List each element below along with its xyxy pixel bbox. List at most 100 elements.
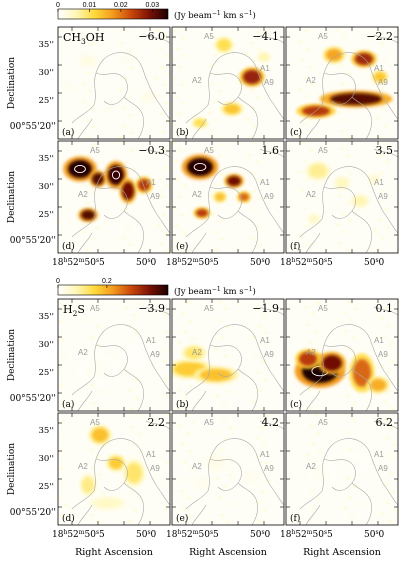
panel-3: A5 A2 A1 A9 0.1 (c)	[285, 298, 399, 412]
noise-speck	[216, 136, 222, 139]
noise-speck	[120, 106, 126, 110]
region-contour	[305, 390, 321, 411]
noise-speck	[163, 507, 169, 511]
noise-speck	[377, 135, 383, 139]
noise-speck	[381, 465, 387, 469]
chart-2: 0 0.2 (Jy beam−1 km s−1) A5 A2 A1 A9 −3.9 (a) H2S…	[7, 278, 399, 558]
region-contour	[237, 96, 258, 139]
emission-peak	[122, 182, 134, 200]
noise-speck	[256, 324, 262, 328]
y-tick-label: 00°55'20''	[10, 122, 56, 132]
source-label: A2	[78, 462, 88, 471]
noise-speck	[352, 484, 358, 488]
noise-speck	[177, 65, 183, 69]
noise-speck	[182, 460, 188, 464]
noise-speck	[174, 224, 180, 228]
source-label: A5	[318, 146, 328, 155]
noise-speck	[132, 508, 138, 512]
noise-speck	[85, 71, 91, 75]
emission-peak	[92, 428, 108, 442]
noise-speck	[301, 123, 307, 127]
source-label: A1	[146, 450, 156, 459]
velocity-label: −2.2	[366, 30, 393, 43]
panel-frame	[285, 412, 399, 526]
noise-speck	[160, 130, 166, 134]
noise-speck	[259, 407, 265, 411]
noise-speck	[209, 147, 215, 151]
noise-speck	[185, 431, 191, 435]
noise-speck	[91, 419, 97, 423]
x-tick-label: 50s0	[250, 257, 271, 268]
noise-speck	[95, 325, 101, 329]
noise-speck	[254, 160, 260, 164]
noise-speck	[307, 341, 313, 345]
region-contour	[259, 148, 284, 158]
source-label: A1	[374, 178, 384, 187]
y-tick-label: 30''	[39, 68, 55, 78]
noise-speck	[88, 42, 94, 46]
noise-speck	[215, 347, 221, 351]
panel-frame	[285, 298, 399, 412]
region-contour	[191, 118, 207, 139]
panel-letter: (c)	[290, 127, 302, 138]
region-contour	[71, 324, 170, 396]
noise-speck	[303, 29, 309, 33]
velocity-label: 6.2	[376, 416, 394, 429]
noise-speck	[256, 454, 262, 458]
noise-speck	[385, 501, 391, 505]
noise-speck	[209, 129, 215, 133]
emission-peak	[330, 93, 382, 105]
region-contour	[299, 52, 398, 124]
x-tick-label: 50s0	[364, 257, 385, 268]
panel-letter: (f)	[290, 241, 300, 252]
noise-speck	[88, 318, 94, 322]
source-label: A2	[192, 348, 202, 357]
noise-speck	[136, 432, 142, 436]
emission-peak	[350, 457, 366, 469]
panel-5: A5 A2 A1 A9 4.2 (e) 18h52m50s5 50s0 Right Ascens…	[166, 412, 285, 558]
source-label: A2	[306, 190, 316, 199]
emission-peak	[128, 347, 148, 363]
noise-speck	[218, 448, 224, 452]
noise-speck	[179, 213, 185, 217]
noise-speck	[172, 123, 177, 127]
noise-speck	[130, 214, 136, 218]
emission-peak	[326, 49, 342, 61]
noise-speck	[58, 301, 61, 305]
noise-speck	[264, 414, 270, 418]
emission-peak	[200, 369, 232, 381]
noise-speck	[312, 460, 318, 464]
noise-speck	[181, 231, 187, 235]
noise-speck	[261, 313, 267, 317]
source-label: A2	[78, 348, 88, 357]
source-label: A2	[306, 76, 316, 85]
noise-speck	[163, 377, 169, 381]
panel-letter: (b)	[176, 127, 189, 138]
noise-speck	[207, 111, 213, 115]
panel-frame	[171, 412, 285, 526]
noise-speck	[184, 478, 190, 482]
panel-letter: (b)	[176, 399, 189, 410]
noise-speck	[350, 336, 356, 340]
noise-speck	[262, 378, 268, 382]
noise-speck	[386, 324, 392, 328]
emission-peak	[224, 104, 240, 114]
noise-speck	[339, 147, 345, 151]
noise-speck	[340, 212, 346, 216]
x-tick-label: 18h52m50s5	[280, 257, 333, 268]
noise-speck	[348, 448, 354, 452]
region-contour	[351, 368, 372, 411]
noise-speck	[213, 53, 219, 57]
noise-speck	[262, 508, 268, 512]
noise-speck	[304, 224, 310, 228]
noise-speck	[181, 101, 187, 105]
noise-speck	[173, 159, 179, 163]
y-tick-label: 30''	[39, 340, 55, 350]
emission-map	[58, 301, 170, 411]
source-label: A9	[264, 78, 274, 87]
noise-speck	[342, 506, 348, 510]
noise-speck	[384, 160, 390, 164]
y-tick-label: 00°55'20''	[10, 236, 56, 246]
noise-speck	[226, 520, 232, 524]
